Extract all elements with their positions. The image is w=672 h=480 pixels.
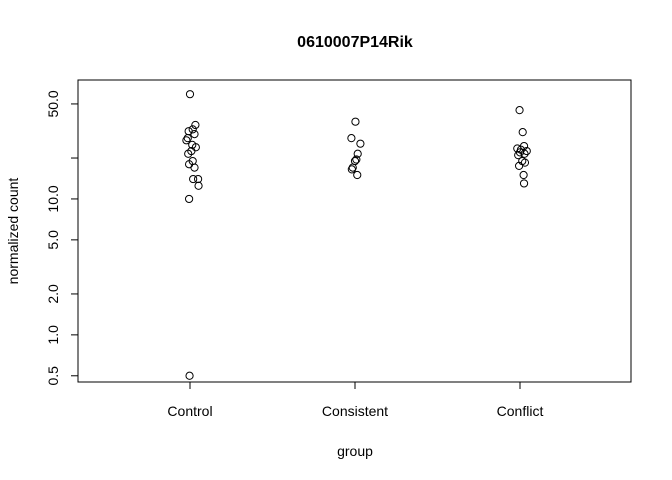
data-point [190,129,199,139]
x-tick-label: Consistent [322,403,388,419]
x-tick-label: Control [167,403,212,419]
data-point [184,149,193,158]
data-point [347,165,356,174]
x-axis: Control Consistent Conflict [167,381,544,419]
y-tick-label: 0.5 [45,366,61,386]
y-tick-label: 50.0 [45,90,61,117]
data-point [185,371,194,380]
data-point [515,106,524,115]
x-axis-label: group [337,443,373,459]
data-point [194,181,203,190]
data-point [190,163,199,172]
y-axis: 0.5 1.0 2.0 5.0 10.0 50.0 [45,90,79,386]
data-point [348,163,357,172]
data-point [518,128,527,137]
chart-title: 0610007P14Rik [297,34,413,51]
data-point [520,149,529,158]
data-points [182,90,531,380]
data-point [352,155,361,164]
data-point [514,151,523,160]
y-tick-label: 1.0 [45,325,61,345]
data-point [519,170,528,180]
y-axis-label: normalized count [5,178,21,285]
data-point [351,117,360,126]
data-point [353,149,362,158]
data-point [191,120,200,130]
y-tick-label: 10.0 [45,185,61,212]
y-tick-label: 5.0 [45,230,61,250]
data-point [515,161,524,171]
data-point [194,174,203,184]
data-point [183,134,192,143]
data-point [188,125,197,134]
data-point [356,139,365,148]
y-tick-label: 2.0 [45,284,61,304]
data-point [519,179,529,188]
data-point [182,136,191,145]
data-point [353,170,362,180]
data-point [185,90,195,99]
data-point [347,134,356,143]
data-point [185,194,194,204]
x-tick-label: Conflict [497,403,544,419]
data-point [189,174,198,184]
